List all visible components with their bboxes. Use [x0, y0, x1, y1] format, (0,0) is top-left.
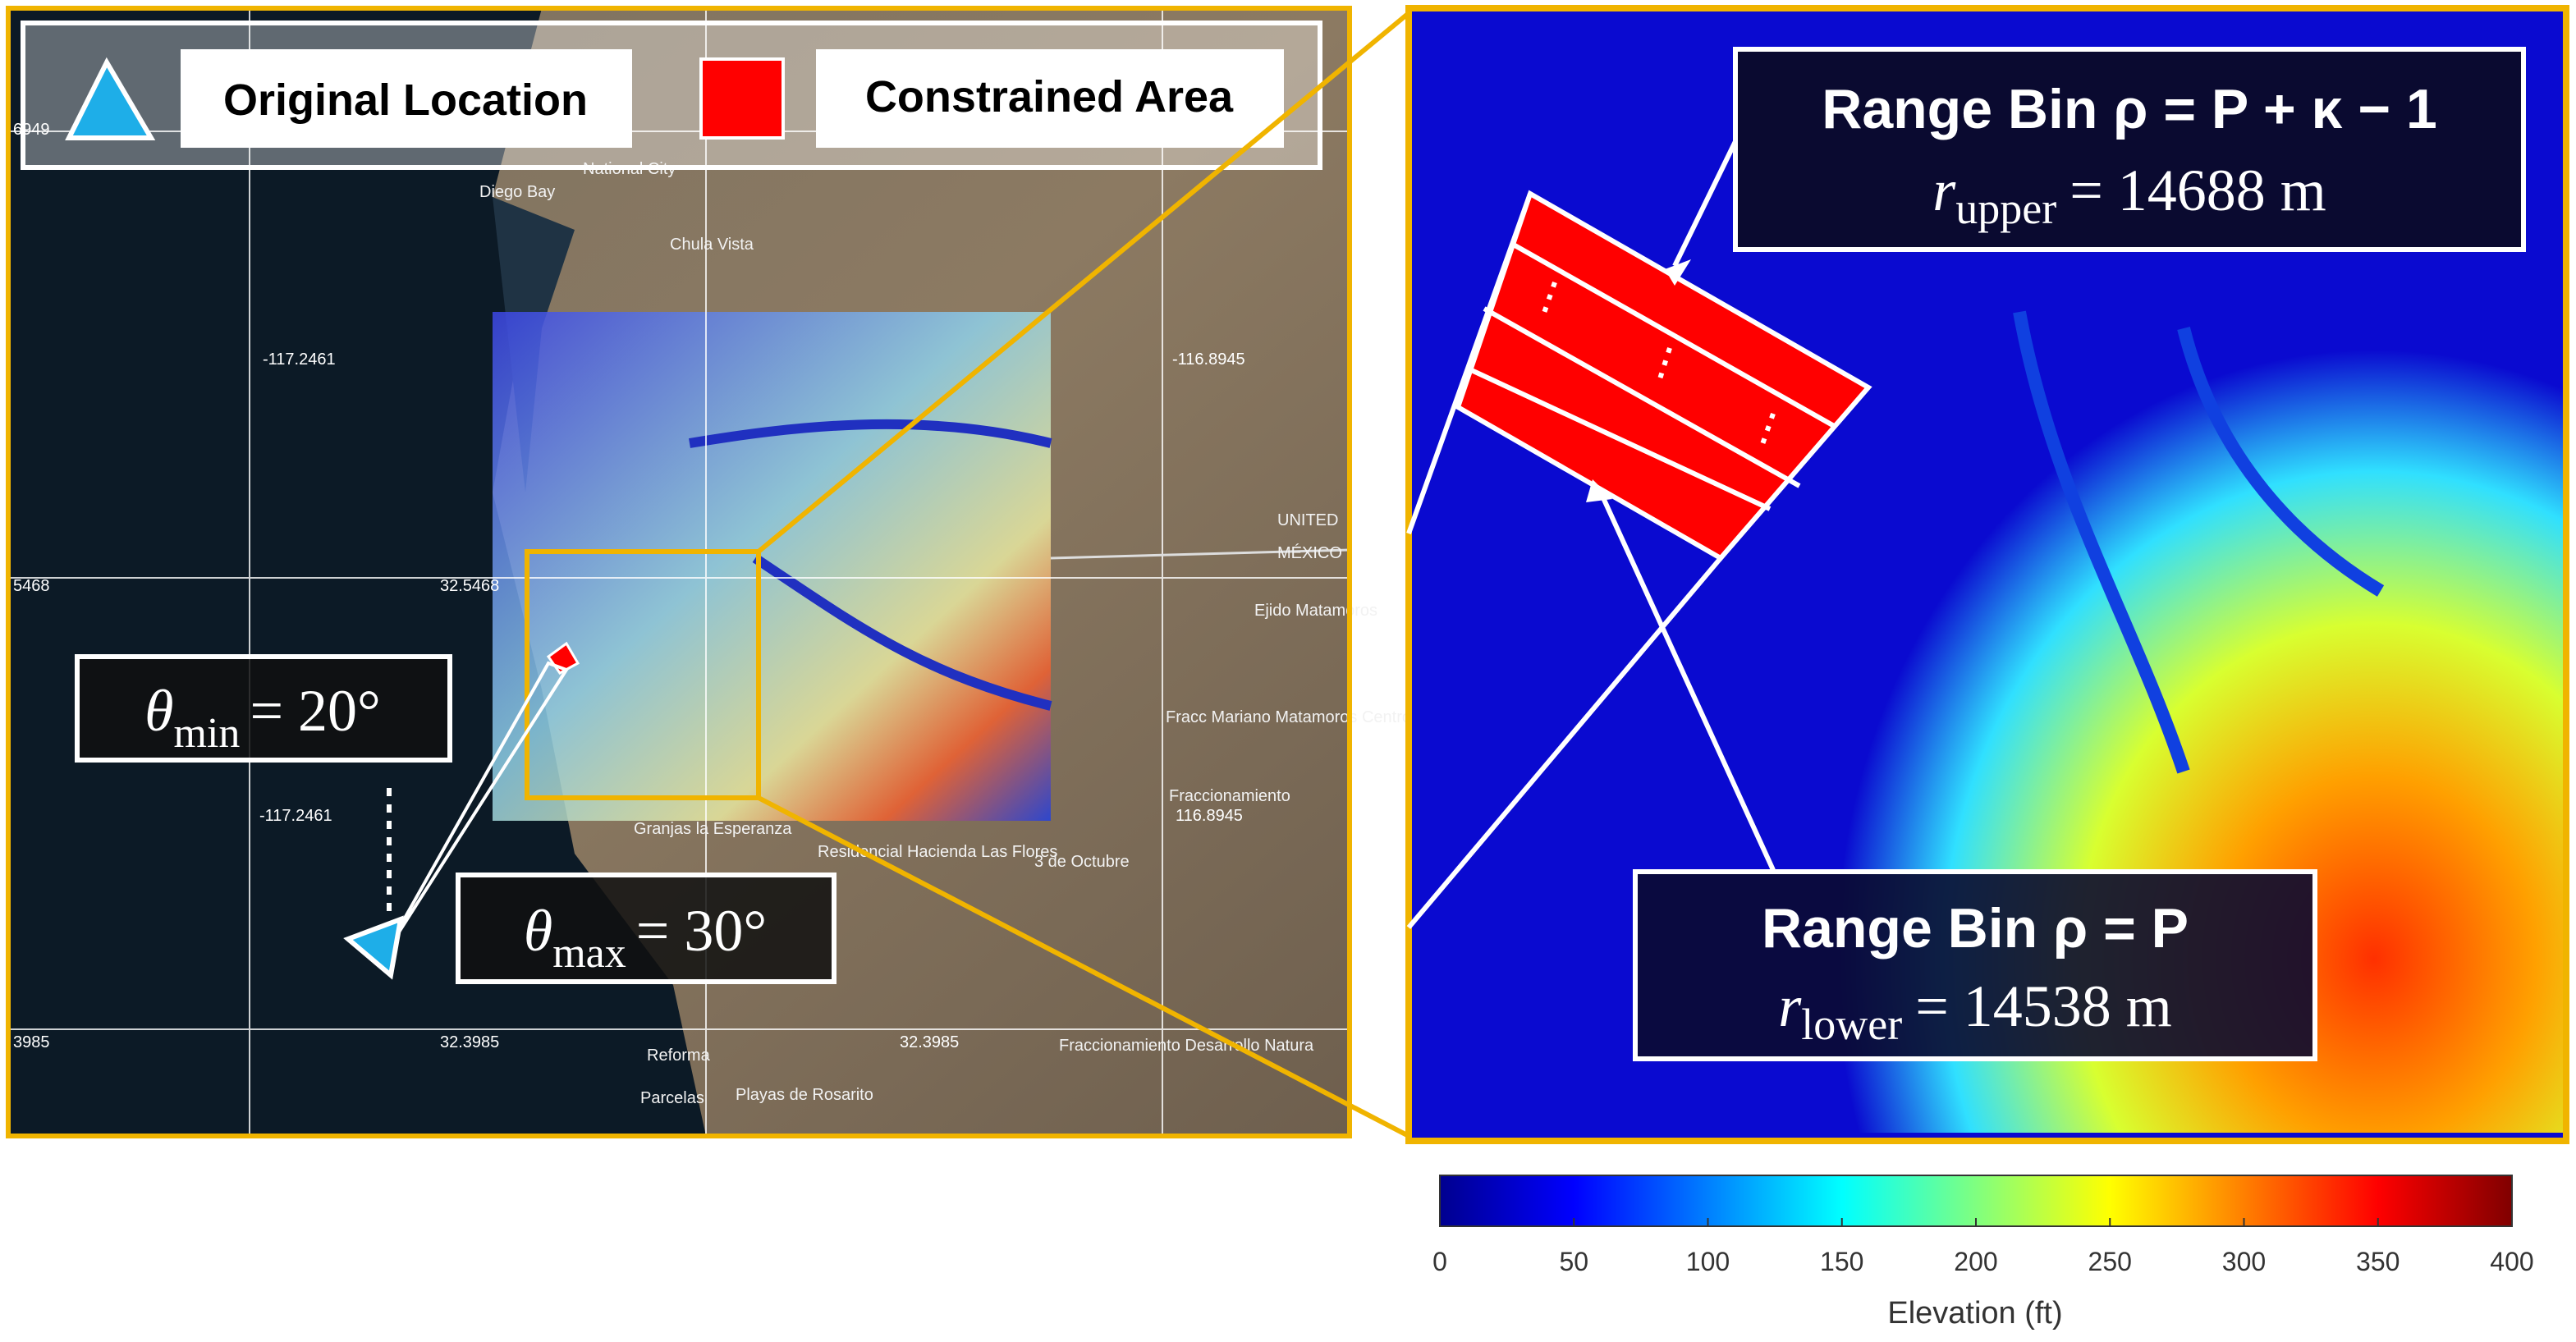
legend-label: Original Location — [223, 76, 588, 125]
grid-label: 3985 — [13, 1033, 50, 1051]
place-label: Diego Bay — [479, 183, 555, 201]
bin-lines — [1464, 240, 1837, 511]
colorbar-ticks: 0 50 100 150 200 250 300 350 400 — [1432, 1218, 2534, 1276]
value: = 14538 m — [1915, 973, 2172, 1039]
place-label: Chula Vista — [670, 236, 754, 254]
bin-edge — [1406, 556, 1723, 929]
legend-square — [699, 57, 785, 140]
subscript: upper — [1955, 184, 2056, 233]
tick-label: 50 — [1559, 1247, 1588, 1276]
bin-dots — [1541, 282, 1776, 447]
upper-callout — [1733, 47, 2526, 252]
place-label: 3 de Octubre — [1034, 853, 1130, 871]
tick-label: 400 — [2490, 1247, 2533, 1276]
place-label: MÉXICO — [1277, 543, 1342, 562]
place-label: Parcelas — [640, 1089, 704, 1107]
theta-max: θmax = 30° — [524, 898, 767, 977]
colorbar-label: Elevation (ft) — [1887, 1296, 2062, 1331]
tick-label: 250 — [2088, 1247, 2132, 1276]
tick-label: 350 — [2356, 1247, 2400, 1276]
valley — [2013, 310, 2190, 774]
zoom-border — [1405, 5, 2569, 1144]
place-label: UNITED — [1277, 511, 1338, 529]
symbol: θ — [144, 678, 173, 744]
border-line — [1050, 548, 1350, 560]
tick-label: 150 — [1820, 1247, 1863, 1276]
place-label: Fracc Mariano Matamoros Centro — [1166, 708, 1411, 726]
place-label: Granjas la Esperanza — [634, 820, 792, 838]
map-panel — [8, 8, 1350, 1136]
subscript: min — [174, 710, 241, 757]
zoom-connector — [757, 11, 1410, 554]
arrow — [1598, 491, 1776, 872]
symbol: θ — [524, 898, 552, 964]
tick-label: 100 — [1686, 1247, 1730, 1276]
tick-label: 0 — [1432, 1247, 1447, 1276]
place-label: Fraccionamiento Desarrollo Natura — [1059, 1037, 1314, 1055]
valley — [2177, 327, 2385, 597]
place-label: Ejido Matamoros — [1254, 602, 1377, 620]
subscript: max — [552, 930, 626, 977]
grid-label: 116.8945 — [1176, 807, 1243, 825]
tick-label: 300 — [2222, 1247, 2266, 1276]
place-label: Residencial Hacienda Las Flores — [818, 843, 1057, 861]
river — [689, 419, 1052, 448]
lower-callout — [1633, 869, 2317, 1061]
sea — [8, 8, 706, 1136]
colorbar — [1439, 1175, 2513, 1227]
symbol: r — [1778, 973, 1802, 1039]
place-label: Fraccionamiento — [1169, 787, 1290, 805]
legend-label: Constrained Area — [865, 72, 1234, 121]
callout-radius: rlower = 14538 m — [1778, 973, 2172, 1049]
river — [752, 554, 1052, 711]
legend-label-box — [816, 49, 1284, 148]
grid-label: 32.3985 — [440, 1033, 499, 1051]
grid-label: -116.8945 — [1172, 350, 1245, 369]
place-label: Reforma — [647, 1047, 711, 1065]
subscript: lower — [1801, 1000, 1902, 1049]
map-border — [6, 6, 1352, 1138]
callout-title: Range Bin ρ = P — [1762, 897, 2189, 960]
arrowhead — [1665, 259, 1691, 286]
grid-label: 5468 — [13, 577, 50, 595]
zoom-box — [525, 549, 761, 800]
value: = 30° — [636, 898, 767, 964]
zoom-connector — [757, 795, 1410, 1138]
symbol: r — [1932, 158, 1956, 223]
value: = 14688 m — [2070, 158, 2326, 223]
grid-label: 32.5468 — [440, 577, 499, 595]
legend-label-box — [181, 49, 632, 148]
callout-radius: rupper = 14688 m — [1932, 158, 2326, 233]
grid-label: -117.2461 — [259, 807, 332, 825]
callout-title: Range Bin ρ = P + κ − 1 — [1822, 78, 2437, 140]
tick-label: 200 — [1954, 1247, 1997, 1276]
arrow — [1672, 130, 1743, 268]
value: = 20° — [250, 678, 380, 744]
theta-min-box — [75, 654, 452, 763]
bin-edge — [1406, 192, 1533, 535]
grid-label: -117.2461 — [263, 350, 336, 369]
arrowhead — [1586, 479, 1612, 502]
beam — [379, 661, 570, 962]
grid-label: 32.3985 — [900, 1033, 959, 1051]
place-label: Playas de Rosarito — [736, 1086, 873, 1104]
original-location — [343, 915, 404, 980]
theta-min: θmin = 20° — [144, 678, 381, 757]
legend-triangle — [65, 57, 156, 140]
theta-max-box — [456, 873, 837, 984]
